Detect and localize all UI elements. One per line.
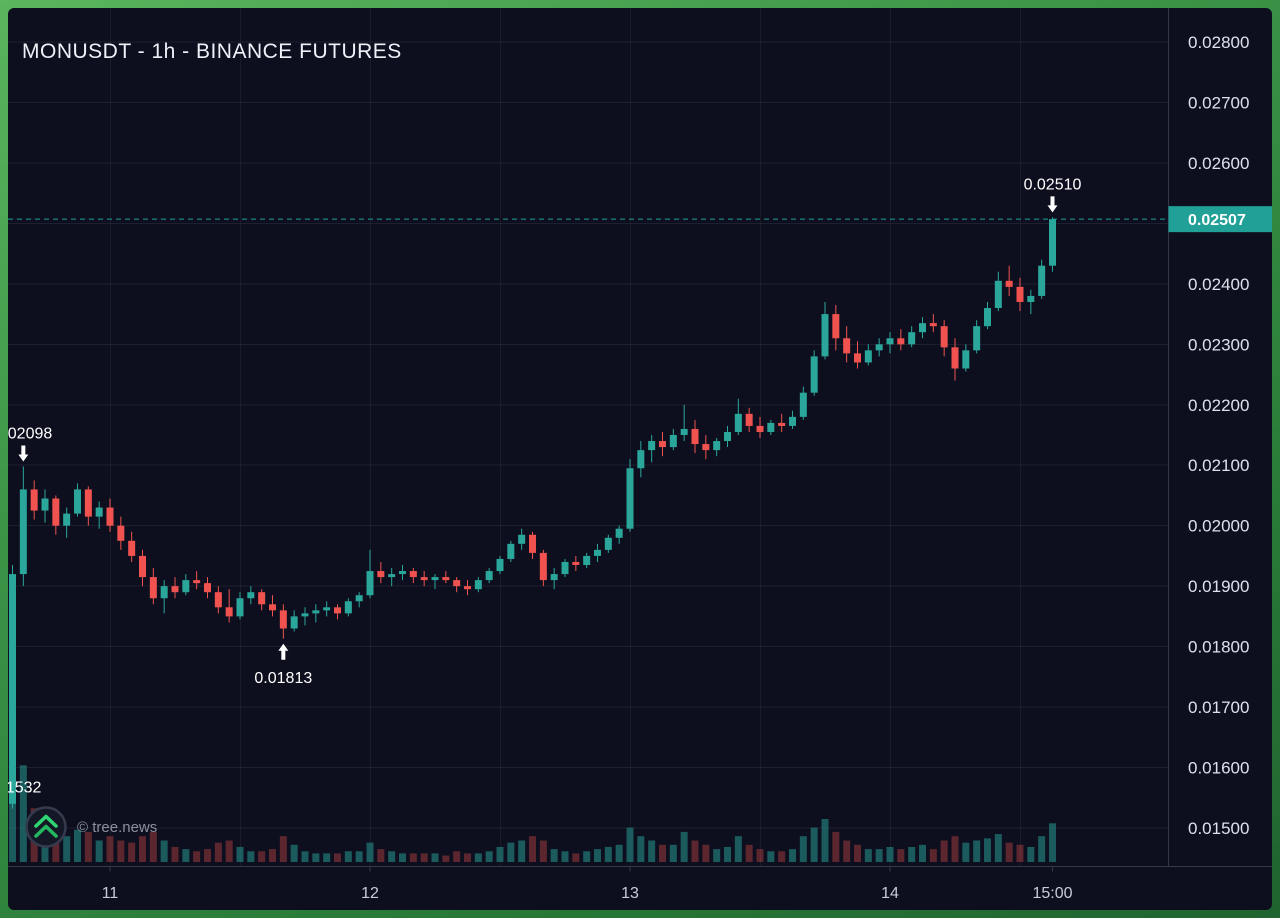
current-price-tag: 0.02507 (1168, 206, 1272, 233)
time-tick-label: 14 (881, 885, 899, 902)
chart-title: MONUSDT - 1h - BINANCE FUTURES (22, 40, 402, 63)
price-tick-label: 0.02100 (1188, 456, 1249, 475)
price-tick-label: 0.01700 (1188, 698, 1249, 717)
price-tick-label: 0.01600 (1188, 759, 1249, 778)
chevron-up-icon (34, 824, 58, 838)
watermark: © tree.news (24, 805, 157, 849)
price-tick-label: 0.02000 (1188, 517, 1249, 536)
price-tick-label: 0.02200 (1188, 396, 1249, 415)
price-tick-label: 0.01900 (1188, 577, 1249, 596)
candles (9, 217, 1056, 809)
time-tick-label: 11 (102, 885, 119, 902)
axis-lines (8, 8, 1272, 867)
price-tick-label: 0.02300 (1188, 335, 1249, 354)
current-price-label: 0.02507 (1188, 212, 1246, 229)
time-tick-label: 12 (361, 885, 379, 902)
price-tick-label: 0.02600 (1188, 154, 1249, 173)
price-tick-label: 0.01800 (1188, 638, 1249, 657)
tree-news-logo (25, 806, 67, 848)
arrow-down-icon (1047, 196, 1058, 213)
chart-surface: 0.028000.027000.026000.025000.024000.023… (8, 8, 1272, 910)
price-annotation: 0.02510 (1024, 176, 1082, 193)
price-tick-label: 0.02800 (1188, 33, 1249, 52)
chevron-up-icon (34, 814, 58, 828)
price-axis[interactable]: 0.028000.027000.026000.025000.024000.023… (1188, 33, 1249, 838)
time-tick-label: 13 (621, 885, 639, 902)
price-tick-label: 0.01500 (1188, 819, 1249, 838)
time-tick-label: 15:00 (1032, 885, 1072, 902)
volume-bars (9, 647, 1056, 862)
watermark-text: © tree.news (77, 818, 158, 836)
arrow-down-icon (18, 445, 29, 462)
arrow-up-icon (278, 643, 289, 660)
annotations: 0.02098 0.01532 0.01813 0.02510 (8, 176, 1082, 796)
grid (8, 8, 1168, 867)
candlestick-chart[interactable]: 0.028000.027000.026000.025000.024000.023… (8, 8, 1272, 910)
price-annotation: 0.01813 (254, 670, 312, 687)
price-tick-label: 0.02400 (1188, 275, 1249, 294)
price-tick-label: 0.02700 (1188, 93, 1249, 112)
price-annotation: 0.01532 (8, 780, 42, 797)
price-annotation: 0.02098 (8, 425, 52, 442)
time-axis[interactable]: 11 12 13 14 15:00 (102, 866, 1073, 903)
